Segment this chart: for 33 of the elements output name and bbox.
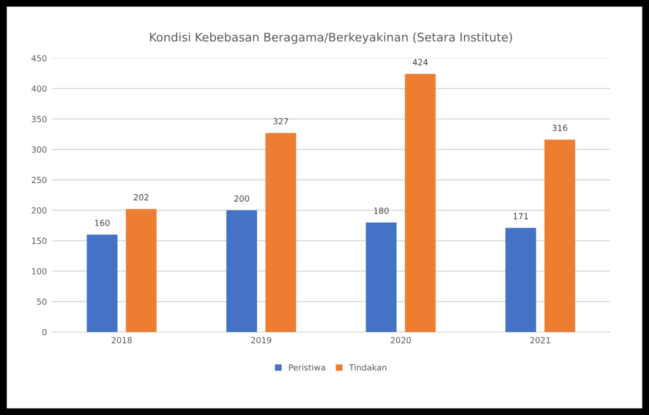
legend-label: Tindakan — [349, 364, 386, 371]
bar — [544, 140, 576, 332]
y-tick-label: 450 — [32, 55, 47, 62]
x-tick-label: 2021 — [530, 337, 550, 344]
y-tick-label: 300 — [32, 146, 47, 153]
data-label: 316 — [552, 124, 568, 132]
bar — [505, 228, 536, 332]
y-tick-label: 350 — [32, 116, 47, 122]
bar — [126, 209, 157, 332]
y-tick-label: 100 — [32, 268, 47, 274]
x-tick-label: 2019 — [251, 337, 272, 344]
bar — [226, 210, 258, 332]
data-label: 202 — [134, 194, 148, 200]
data-label: 200 — [234, 195, 250, 202]
y-tick-label: 0 — [42, 328, 47, 336]
y-tick-label: 50 — [37, 298, 47, 305]
legend-label: Peristiwa — [289, 364, 326, 371]
bar — [366, 222, 397, 332]
data-label: 180 — [374, 208, 389, 214]
x-tick-label: 2020 — [390, 337, 411, 344]
x-tick-label: 2018 — [112, 337, 132, 344]
bar — [404, 74, 436, 332]
bar — [265, 132, 296, 332]
bar — [86, 234, 118, 332]
data-label: 160 — [95, 220, 110, 226]
y-tick-label: 400 — [32, 86, 47, 92]
y-tick-label: 250 — [32, 176, 47, 184]
data-label: 424 — [412, 59, 428, 66]
y-tick-label: 150 — [32, 238, 47, 244]
data-label: 327 — [273, 118, 288, 124]
chart-title: Kondisi Kebebasan Beragama/Berkeyakinan (Setara Institute) — [150, 32, 512, 44]
data-label: 171 — [514, 213, 528, 220]
y-tick-label: 200 — [32, 207, 47, 214]
